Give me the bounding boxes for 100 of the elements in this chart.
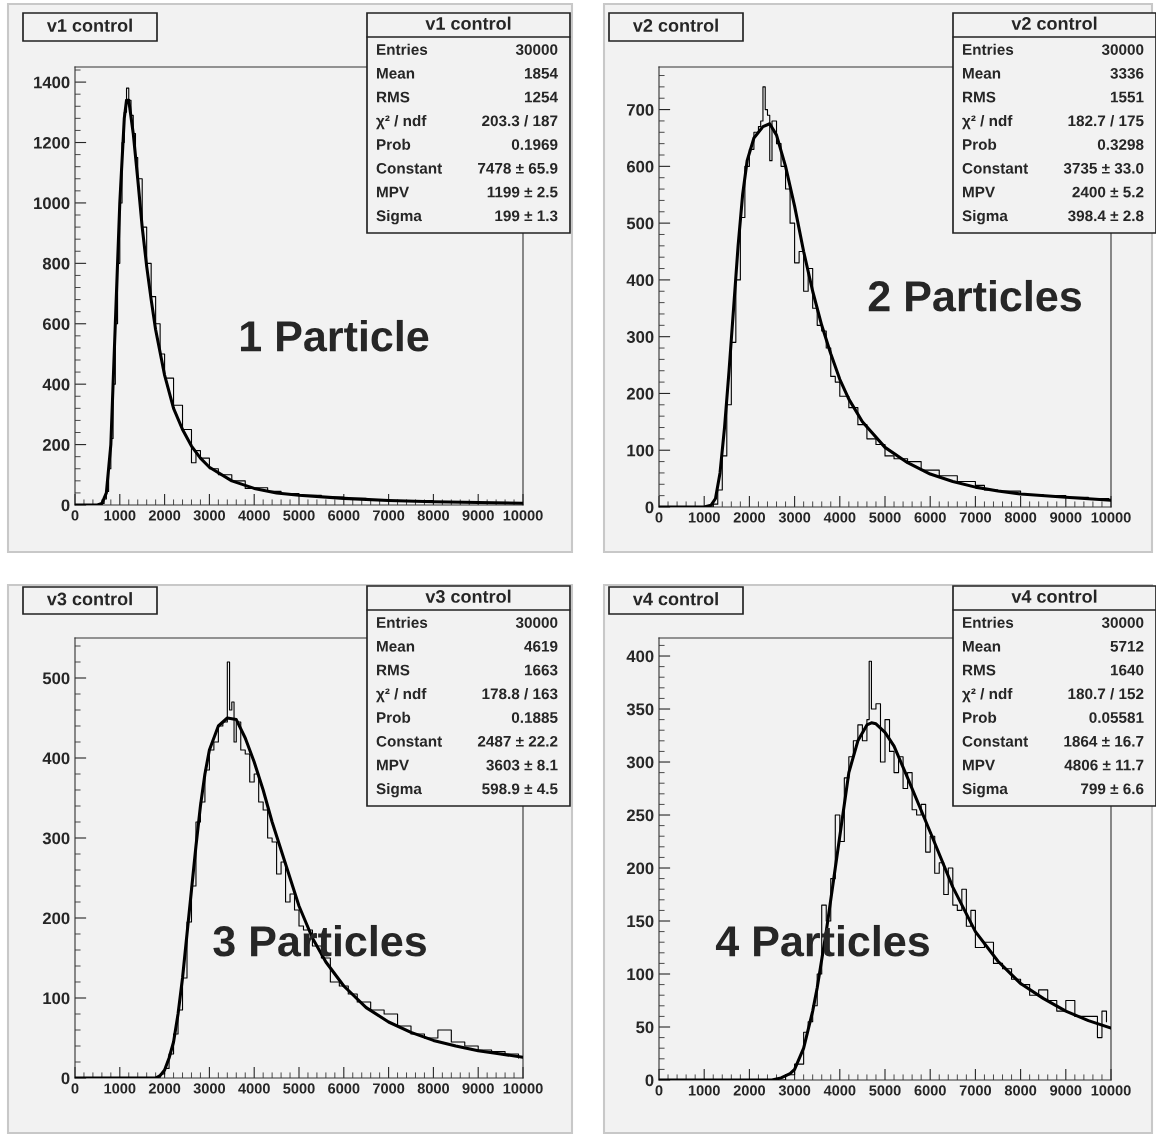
y-tick-label: 700 (627, 103, 654, 116)
y-tick-label: 400 (626, 274, 654, 287)
annotation: Constant (962, 162, 1029, 174)
annotation: 203.3 / 187 (482, 115, 558, 127)
annotation: 1199 ± 2.5 (487, 186, 558, 198)
text: 30000 (1101, 617, 1144, 628)
annotation: Sigma (376, 782, 422, 798)
text: 30000 (1101, 44, 1144, 55)
y-tick-label: 250 (626, 809, 654, 822)
y-tick-label: 500 (42, 672, 70, 685)
annotation: RMS (963, 91, 996, 103)
x-tick-label: 7000 (373, 1083, 405, 1094)
x-tick-label: 4000 (238, 510, 270, 521)
annotation: RMS (963, 664, 996, 676)
annotation: 2400 ± 5.2 (1072, 186, 1144, 198)
y-tick-label: 0 (61, 1072, 70, 1085)
text: Entries (377, 43, 428, 55)
x-tick-label: 9000 (462, 1083, 494, 1094)
y-tick-label: 200 (626, 862, 654, 875)
annotation: 1864 ± 16.7 (1064, 735, 1144, 747)
annotation: 1 Particle (240, 319, 429, 352)
x-tick-label: 10000 (1091, 512, 1131, 523)
x-tick-label: 0 (655, 1085, 663, 1096)
text: v2 control (1011, 16, 1097, 30)
annotation: 182.7 / 175 (1068, 115, 1144, 127)
y-tick-label: 300 (42, 832, 70, 845)
text: Entries (963, 616, 1014, 628)
annotation: 3735 ± 33.0 (1063, 162, 1144, 174)
chart-title: v4 control (632, 592, 718, 606)
chart-title: v1 control (46, 18, 132, 32)
y-tick-label: 100 (627, 968, 654, 981)
x-tick-label: 4000 (823, 1085, 856, 1096)
annotation: Prob (377, 711, 411, 723)
annotation: Mean (377, 68, 415, 79)
annotation: 178.8 / 163 (482, 688, 558, 700)
annotation: 180.7 / 152 (1068, 688, 1144, 700)
text: Entries (377, 616, 428, 628)
x-tick-label: 1000 (688, 1085, 720, 1096)
chart-title: v2 control (632, 18, 718, 32)
annotation: χ² / ndf (962, 115, 1013, 130)
annotation: MPV (377, 759, 409, 771)
annotation: χ² / ndf (376, 115, 427, 130)
x-tick-label: 9000 (462, 510, 494, 521)
annotation: 0.3298 (1097, 139, 1144, 150)
x-tick-label: 3000 (778, 512, 811, 523)
x-tick-label: 2000 (733, 1085, 766, 1096)
annotation: 199 ± 1.3 (495, 210, 558, 222)
annotation: 0.1885 (511, 712, 558, 723)
annotation: Mean (963, 641, 1001, 652)
text: 1254 (524, 91, 558, 103)
annotation: Prob (963, 711, 997, 723)
x-tick-label: 5000 (283, 1083, 315, 1094)
x-tick-label: 10000 (503, 1083, 543, 1094)
x-tick-label: 2000 (733, 512, 766, 523)
y-tick-label: 1000 (34, 197, 70, 210)
annotation: χ² / ndf (376, 688, 427, 703)
x-tick-label: 5000 (283, 510, 315, 521)
y-tick-label: 600 (42, 318, 70, 330)
y-tick-label: 800 (42, 257, 70, 270)
y-tick-label: 400 (626, 650, 654, 663)
annotation: RMS (377, 91, 410, 103)
annotation: Prob (963, 138, 997, 150)
y-tick-label: 300 (626, 331, 654, 343)
annotation: 4806 ± 11.7 (1064, 759, 1144, 771)
text: 4619 (524, 640, 558, 652)
annotation: 3603 ± 8.1 (486, 759, 558, 771)
y-tick-label: 600 (626, 160, 654, 173)
x-tick-label: 0 (71, 510, 79, 521)
y-tick-label: 0 (61, 499, 70, 512)
y-tick-label: 350 (626, 703, 654, 716)
annotation: Sigma (376, 209, 422, 225)
annotation: 3336 (1110, 67, 1144, 79)
annotation: Constant (376, 162, 443, 174)
y-tick-label: 400 (42, 752, 70, 765)
y-tick-label: 200 (42, 438, 70, 451)
x-tick-label: 4000 (823, 512, 856, 523)
annotation: 1640 (1110, 664, 1144, 676)
x-tick-label: 2000 (148, 510, 181, 521)
x-tick-label: 3000 (778, 1085, 811, 1096)
x-tick-label: 10000 (503, 510, 543, 521)
text: v3 control (425, 589, 511, 603)
y-tick-label: 500 (626, 217, 654, 230)
text: v4 control (1011, 589, 1097, 603)
annotation: Mean (377, 641, 415, 652)
y-tick-label: 400 (42, 378, 70, 391)
x-tick-label: 8000 (417, 1083, 450, 1094)
x-tick-label: 5000 (869, 512, 901, 523)
x-tick-label: 3000 (193, 1083, 226, 1094)
x-tick-label: 0 (71, 1083, 79, 1094)
annotation: RMS (377, 664, 410, 676)
y-tick-label: 300 (626, 756, 654, 769)
annotation: Constant (376, 735, 443, 747)
annotation: 1551 (1110, 91, 1144, 103)
x-tick-label: 9000 (1050, 512, 1082, 523)
text: 30000 (515, 617, 558, 628)
annotation: 598.9 ± 4.5 (482, 783, 558, 795)
annotation: MPV (963, 759, 995, 771)
y-tick-label: 200 (42, 912, 70, 925)
text: 1663 (524, 664, 558, 676)
y-tick-label: 1400 (34, 76, 70, 89)
